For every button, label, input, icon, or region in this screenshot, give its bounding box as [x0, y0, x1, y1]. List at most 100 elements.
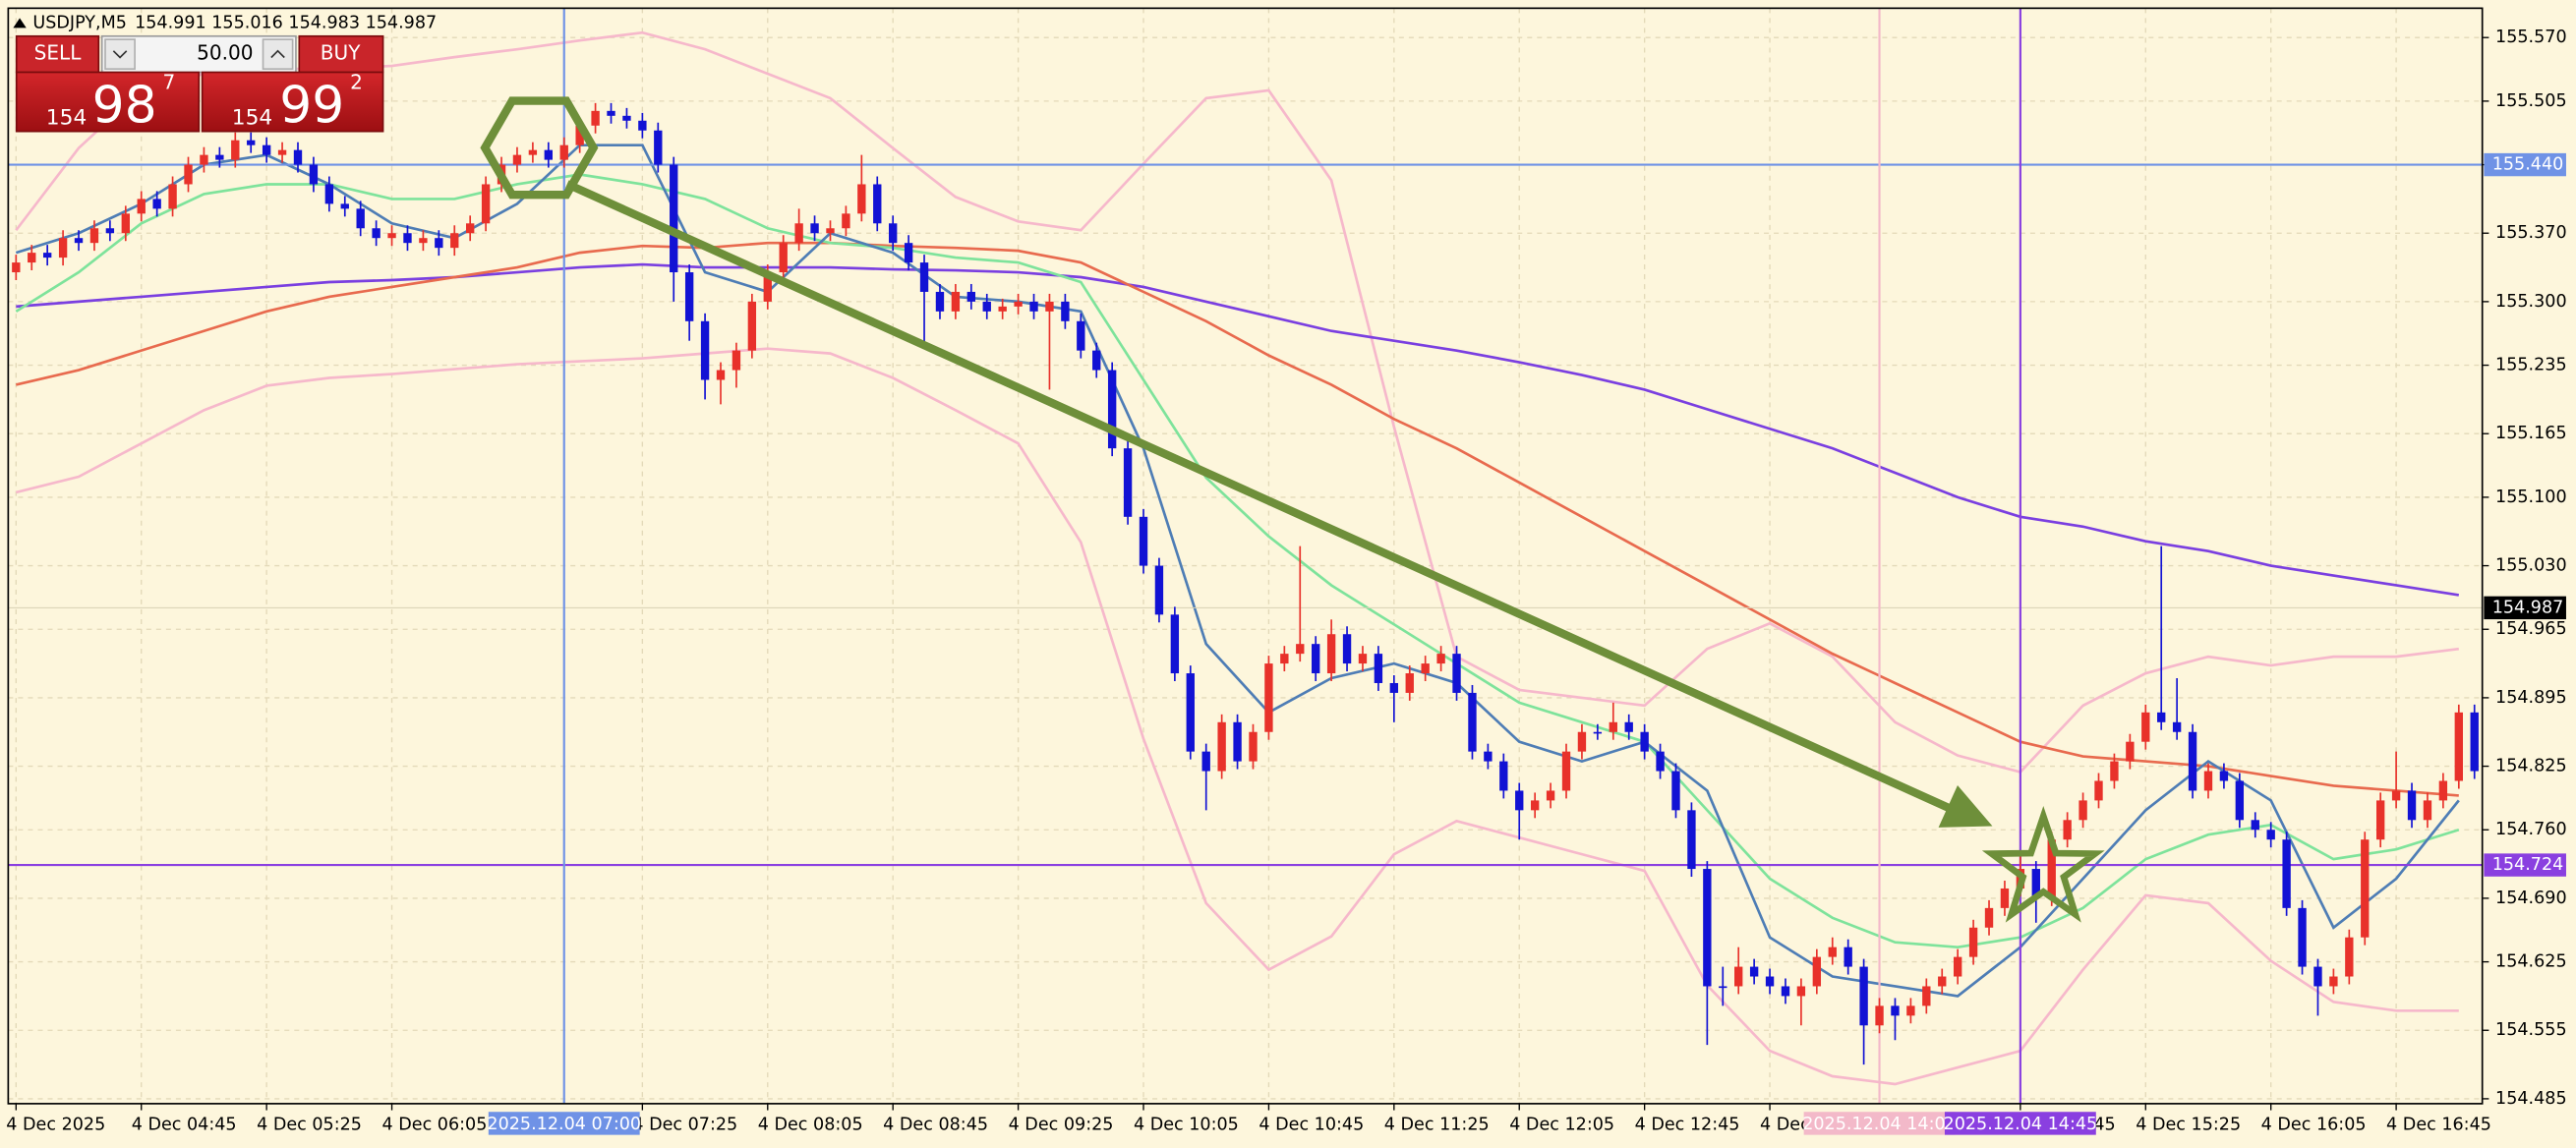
sell-price-sup: 7 — [163, 71, 176, 94]
collapse-icon[interactable] — [13, 18, 27, 29]
candle-body — [277, 149, 287, 155]
candle-body — [12, 262, 21, 273]
x-tick-label: 4 Dec 08:05 — [758, 1116, 863, 1135]
candle-body — [935, 291, 945, 312]
candle-body — [2031, 869, 2040, 898]
candle-body — [121, 213, 130, 234]
candle-body — [700, 320, 710, 380]
candle-body — [58, 238, 68, 258]
candle-body — [2126, 741, 2135, 762]
candle-body — [982, 301, 991, 312]
candle-body — [324, 184, 334, 204]
candle-body — [1374, 654, 1383, 683]
candle-body — [575, 125, 584, 145]
candle-body — [1812, 956, 1822, 987]
candle-body — [857, 184, 866, 214]
time-marker — [488, 1112, 640, 1135]
candle-body — [1029, 301, 1038, 312]
candle-body — [1656, 751, 1665, 772]
y-tick-label: 154.690 — [2495, 889, 2567, 908]
candle-body — [998, 306, 1007, 312]
candle-body — [2375, 800, 2385, 840]
candle-body — [1061, 301, 1070, 321]
candle-body — [966, 291, 976, 302]
candle-body — [2298, 907, 2307, 967]
candle-body — [904, 243, 913, 263]
candle-body — [2329, 976, 2338, 987]
candle-body — [1875, 1005, 1884, 1026]
candle-body — [2047, 839, 2056, 898]
y-tick-label: 154.555 — [2495, 1020, 2567, 1040]
hexagon-marker — [480, 96, 599, 200]
candle-body — [1233, 721, 1242, 762]
candle-body — [466, 223, 475, 234]
candle-body — [419, 238, 428, 244]
x-tick-label: 4 Dec 16:45 — [2386, 1116, 2491, 1135]
candle-body — [622, 115, 631, 121]
y-tick-label: 154.760 — [2495, 820, 2567, 839]
candle-body — [2251, 820, 2259, 831]
x-tick-label: 4 Dec 08:45 — [883, 1116, 988, 1135]
arrow-head — [1938, 785, 1993, 828]
price-marker-label: 155.440 — [2492, 155, 2564, 175]
candle-body — [42, 253, 52, 258]
x-tick-label: 4 Dec 05:25 — [257, 1116, 362, 1135]
candle-body — [810, 223, 819, 234]
candle-body — [1186, 673, 1195, 752]
candle-body — [607, 110, 615, 116]
candle-body — [763, 272, 772, 302]
y-tick-label: 154.965 — [2495, 619, 2567, 639]
candle-body — [2407, 790, 2417, 821]
candle-body — [28, 253, 36, 263]
candle-body — [1201, 751, 1210, 772]
sell-button[interactable] — [15, 34, 100, 74]
candle-body — [794, 223, 803, 244]
star-marker — [1981, 806, 2105, 923]
lot-down[interactable] — [104, 38, 136, 71]
x-tick-label: 4 Dec 10:45 — [1259, 1116, 1364, 1135]
candle-body — [1734, 966, 1743, 987]
y-tick-label: 155.570 — [2495, 28, 2567, 47]
candle-body — [247, 140, 256, 145]
candle-body — [372, 228, 381, 239]
candle-body — [1107, 370, 1117, 449]
candle-body — [309, 164, 319, 185]
sell-price-big: 154 — [46, 105, 87, 130]
candle-body — [1264, 663, 1273, 732]
candle-body — [732, 350, 741, 371]
price-marker — [2484, 853, 2566, 877]
lot-up[interactable] — [262, 38, 294, 71]
price-marker — [2484, 152, 2566, 177]
candle-body — [215, 154, 224, 160]
candle-body — [873, 184, 882, 224]
candle-body — [168, 184, 177, 209]
candle-body — [2094, 780, 2103, 801]
candle-body — [2282, 839, 2291, 908]
trade-panel: SELL 50.00 BUY 154 98 7 154 99 2 — [15, 34, 384, 135]
buy-price-box[interactable] — [201, 71, 384, 133]
candle-body — [1938, 976, 1947, 987]
candle-body — [919, 262, 929, 292]
x-tick-label: 4 Dec 12:45 — [1635, 1116, 1740, 1135]
sell-price-box[interactable] — [15, 71, 201, 133]
candle-body — [528, 149, 538, 155]
candle-body — [1045, 301, 1054, 312]
candle-body — [1703, 869, 1712, 987]
y-tick-label: 155.370 — [2495, 223, 2567, 243]
x-tick-label: 4 Dec 06:05 — [382, 1116, 488, 1135]
candle-body — [184, 164, 193, 185]
candle-body — [152, 199, 161, 209]
candle-body — [2063, 820, 2072, 840]
candle-body — [1546, 790, 1555, 801]
time-marker — [1803, 1112, 1956, 1135]
candle-body — [1968, 927, 1978, 957]
candle-body — [1154, 565, 1164, 615]
candle-body — [1014, 301, 1023, 307]
candle-body — [1452, 654, 1461, 693]
candle-body — [2110, 761, 2119, 781]
candle-body — [293, 149, 303, 165]
indicator-line — [15, 173, 2460, 949]
candle-body — [779, 243, 788, 273]
